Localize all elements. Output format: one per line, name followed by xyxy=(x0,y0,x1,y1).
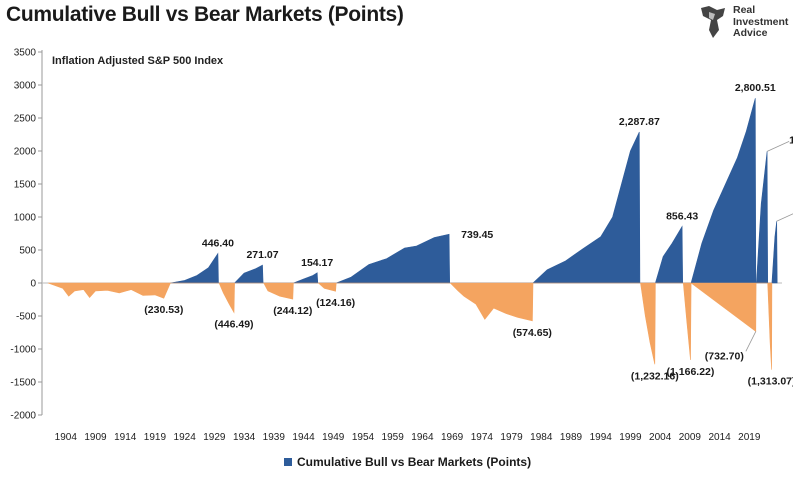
x-tick-label: 1989 xyxy=(560,432,583,443)
annotation-leader xyxy=(745,331,757,352)
x-tick-label: 1924 xyxy=(174,432,197,443)
bear-market-area xyxy=(47,282,773,370)
y-tick-label: -500 xyxy=(16,312,36,323)
x-tick-label: 1984 xyxy=(530,432,553,443)
legend-label: Cumulative Bull vs Bear Markets (Points) xyxy=(297,455,532,469)
x-tick-label: 1954 xyxy=(352,432,375,443)
x-tick-label: 1934 xyxy=(233,432,256,443)
data-label: 2,800.51 xyxy=(735,82,776,94)
data-label: (732.70) xyxy=(705,350,744,362)
y-tick-label: 2000 xyxy=(14,147,37,158)
brand-wordmark: Real Investment Advice xyxy=(733,4,789,40)
data-label: 154.17 xyxy=(301,257,333,269)
brand-line-2: Investment xyxy=(733,15,789,28)
legend-swatch xyxy=(284,458,292,466)
y-tick-label: 1500 xyxy=(14,180,37,191)
x-tick-label: 1979 xyxy=(500,432,523,443)
annotation-leader xyxy=(766,140,790,152)
x-tick-label: 1909 xyxy=(84,432,107,443)
data-label: (1,313.07) xyxy=(748,376,793,388)
bull-market-area xyxy=(170,98,778,284)
bull-head-icon xyxy=(701,6,725,38)
chart-legend: Cumulative Bull vs Bear Markets (Points) xyxy=(284,455,531,469)
x-tick-label: 2014 xyxy=(708,432,731,443)
chart-title: Cumulative Bull vs Bear Markets (Points) xyxy=(6,3,404,26)
y-tick-label: 3000 xyxy=(14,81,37,92)
y-tick-label: 0 xyxy=(30,279,36,290)
data-label: 2,287.87 xyxy=(619,116,660,128)
x-tick-label: 1949 xyxy=(322,432,345,443)
brand-line-1: Real xyxy=(733,4,756,16)
x-tick-label: 1999 xyxy=(619,432,642,443)
data-label: (446.49) xyxy=(214,318,253,330)
x-tick-label: 2009 xyxy=(679,432,702,443)
annotation-leader xyxy=(776,213,793,222)
data-label: 446.40 xyxy=(202,238,234,250)
data-label: 1,994.81 xyxy=(789,134,793,146)
chart-subtitle: Inflation Adjusted S&P 500 Index xyxy=(52,55,224,67)
x-tick-label: 1994 xyxy=(590,432,613,443)
data-label: (244.12) xyxy=(273,305,312,317)
x-tick-label: 1969 xyxy=(441,432,464,443)
x-tick-label: 1929 xyxy=(203,432,226,443)
y-tick-label: -1500 xyxy=(10,378,36,389)
x-tick-label: 2019 xyxy=(738,432,761,443)
data-label: (230.53) xyxy=(144,304,183,316)
x-tick-label: 1919 xyxy=(144,432,167,443)
brand-logo: Real Investment Advice xyxy=(697,4,791,42)
y-tick-label: 2500 xyxy=(14,114,37,125)
data-label: (574.65) xyxy=(513,327,552,339)
data-label: 739.45 xyxy=(461,229,493,241)
x-tick-label: 1944 xyxy=(292,432,315,443)
x-tick-label: 1959 xyxy=(382,432,405,443)
data-label: 856.43 xyxy=(666,210,698,222)
data-label: 271.07 xyxy=(246,249,278,261)
x-tick-label: 2004 xyxy=(649,432,672,443)
data-label: (124.16) xyxy=(316,297,355,309)
y-tick-label: 1000 xyxy=(14,213,37,224)
y-tick-label: 500 xyxy=(19,246,36,257)
data-label: (1,166.22) xyxy=(667,366,715,378)
x-tick-label: 1914 xyxy=(114,432,137,443)
x-tick-label: 1904 xyxy=(55,432,78,443)
x-tick-label: 1974 xyxy=(471,432,494,443)
x-tick-label: 1939 xyxy=(263,432,286,443)
x-tick-label: 1964 xyxy=(411,432,434,443)
y-tick-label: -1000 xyxy=(10,345,36,356)
brand-line-3: Advice xyxy=(733,27,768,39)
y-tick-label: 3500 xyxy=(14,48,37,59)
y-tick-label: -2000 xyxy=(10,411,36,422)
data-label: (1,232.16) xyxy=(631,370,679,382)
